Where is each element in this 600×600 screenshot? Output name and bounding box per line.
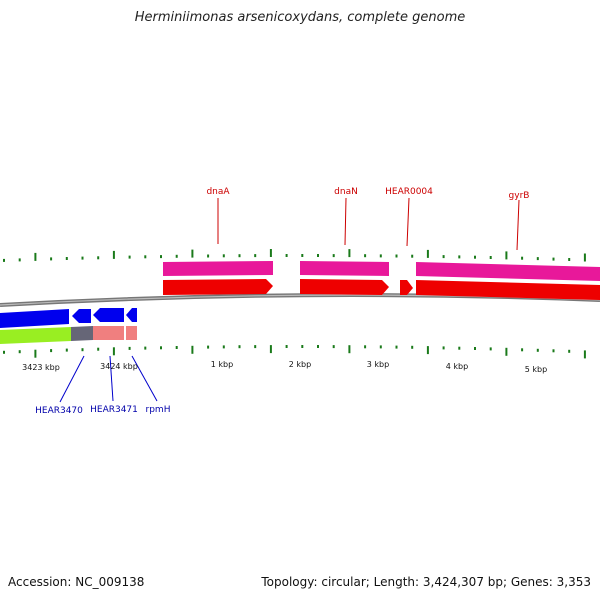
gene-bar-gyrB[interactable]: [416, 262, 600, 281]
cds-arrow-HEAR0004[interactable]: [400, 280, 413, 295]
gene-label-dnaN[interactable]: dnaN: [334, 187, 358, 197]
gene-label-rpmH[interactable]: rpmH: [146, 405, 171, 415]
cds-arrow-rpmH[interactable]: [126, 308, 137, 322]
leader-line-HEAR0004: [406, 197, 410, 247]
gene-bar-dnaN[interactable]: [300, 261, 389, 276]
scale-label-2kbp: 2 kbp: [289, 360, 311, 369]
tick-row-top: [3, 249, 586, 262]
gene-label-dnaA[interactable]: dnaA: [206, 187, 230, 197]
scale-label-3423kbp: 3423 kbp: [22, 363, 60, 372]
cds-arrow-HEAR3471[interactable]: [72, 309, 91, 323]
cds-arrow-HEAR3471b[interactable]: [93, 308, 124, 322]
leader-line-HEAR3471: [109, 355, 114, 402]
scale-label-4kbp: 4 kbp: [446, 362, 468, 371]
gene-bar-trna[interactable]: [71, 326, 93, 341]
leader-line-dnaN: [344, 197, 347, 246]
accession-text: Accession: NC_009138: [8, 575, 145, 589]
cds-arrow-gyrB[interactable]: [416, 280, 600, 300]
leader-line-HEAR3470: [59, 355, 85, 403]
genome-summary-text: Topology: circular; Length: 3,424,307 bp…: [261, 575, 591, 589]
scale-label-3kbp: 3 kbp: [367, 360, 389, 369]
scale-label-1kbp: 1 kbp: [211, 360, 233, 369]
scale-label-5kbp: 5 kbp: [525, 365, 547, 374]
gene-bar-HEAR3470[interactable]: [0, 327, 71, 344]
leader-line-gyrB: [516, 199, 520, 251]
leader-line-rpmH: [131, 355, 158, 402]
map-title: Herminiimonas arsenicoxydans, complete g…: [134, 10, 466, 25]
cds-arrow-dnaN[interactable]: [300, 279, 389, 295]
cds-arrow-dnaA[interactable]: [163, 279, 273, 295]
gene-label-HEAR0004[interactable]: HEAR0004: [385, 187, 433, 197]
gene-label-HEAR3470[interactable]: HEAR3470: [35, 406, 83, 416]
gene-bar-rpmH[interactable]: [126, 326, 137, 340]
gene-bar-dnaA[interactable]: [163, 261, 273, 276]
cds-arrow-HEAR3470[interactable]: [0, 309, 69, 328]
gene-label-gyrB[interactable]: gyrB: [509, 191, 530, 201]
scale-label-3424kbp: 3424 kbp: [100, 362, 138, 371]
gene-label-HEAR3471[interactable]: HEAR3471: [90, 405, 138, 415]
gene-bar-HEAR3471[interactable]: [93, 326, 124, 340]
tick-row-bottom: [3, 345, 586, 359]
